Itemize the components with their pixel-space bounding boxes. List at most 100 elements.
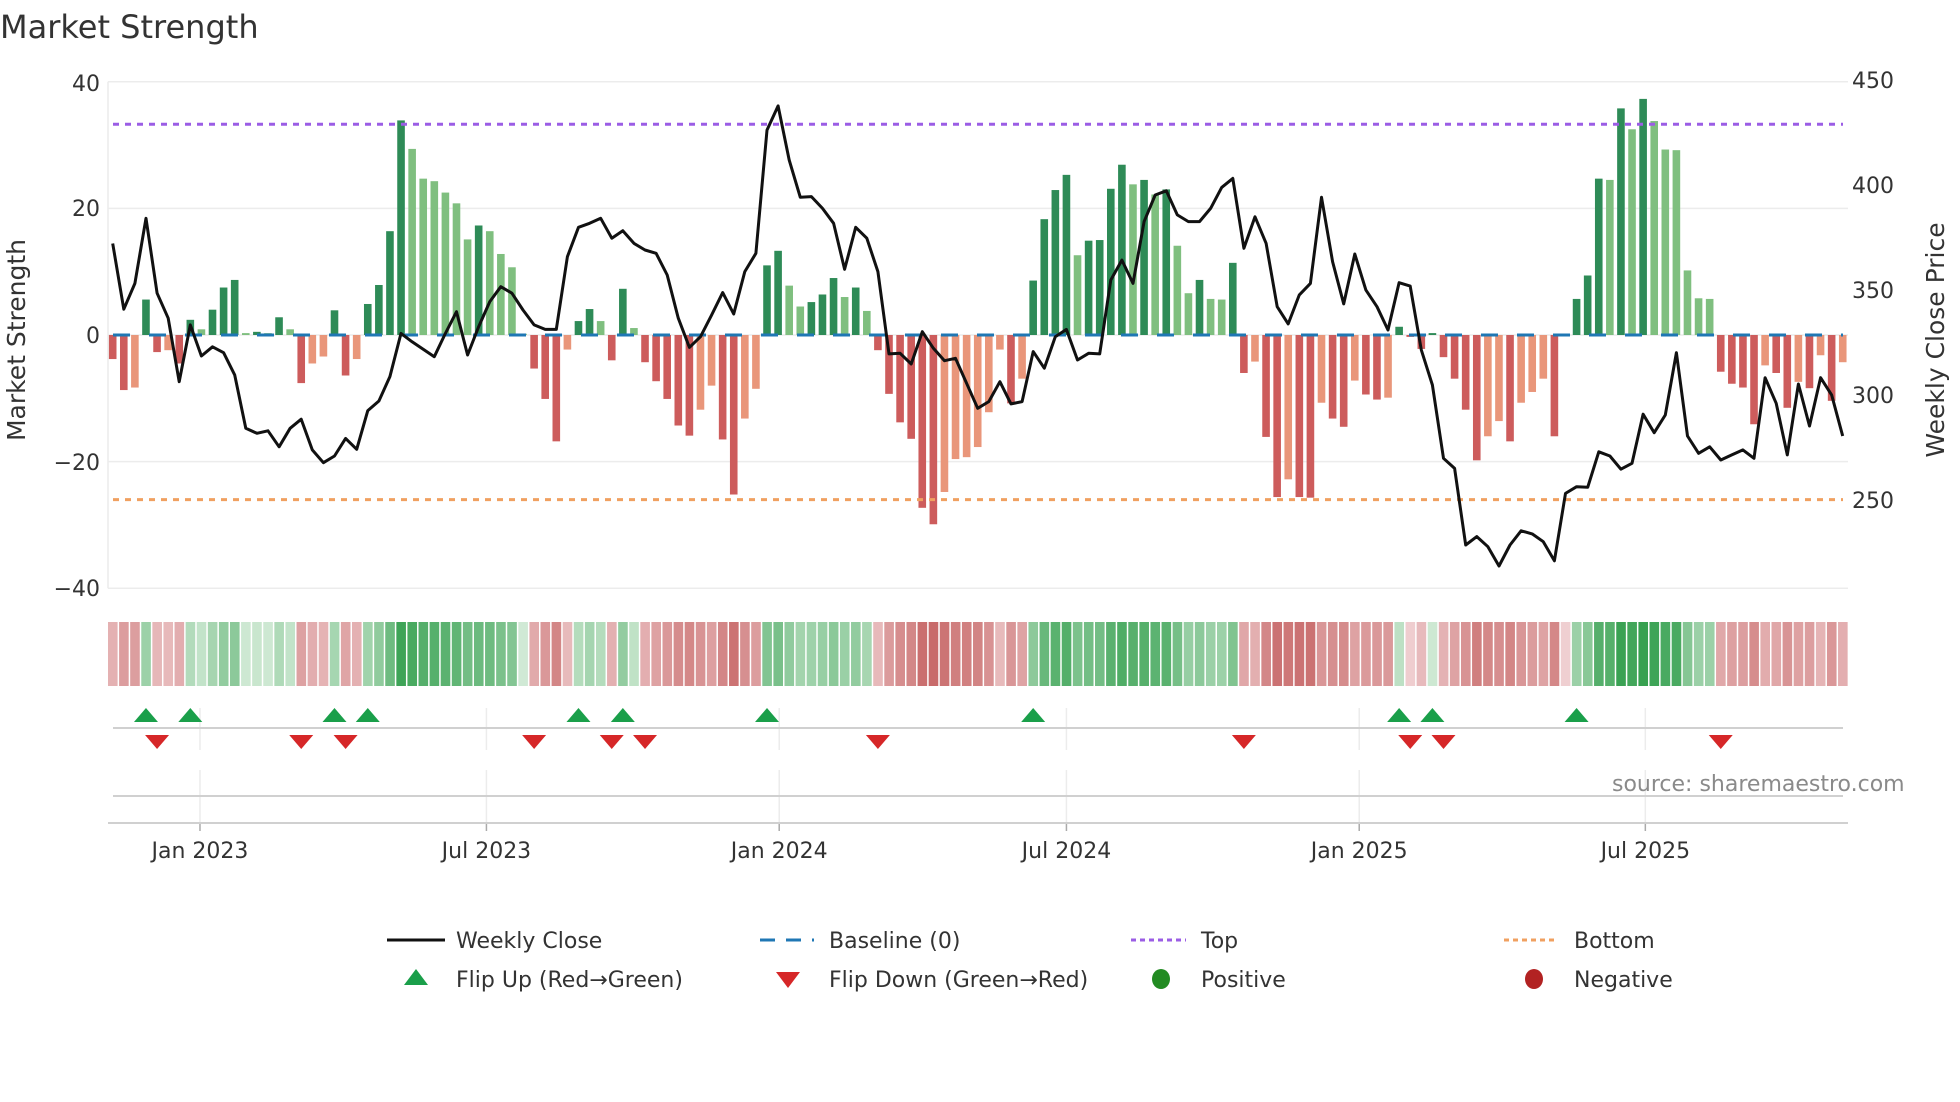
strength-bar bbox=[1705, 298, 1714, 335]
strength-bar bbox=[907, 335, 915, 439]
strength-bar bbox=[874, 335, 882, 351]
heat-strip-cell bbox=[152, 622, 162, 686]
strength-bar bbox=[1273, 335, 1281, 498]
heat-strip-cell bbox=[1571, 622, 1582, 686]
y-tick-label: 40 bbox=[72, 72, 100, 97]
strength-bar bbox=[652, 335, 660, 382]
heat-strip-cell bbox=[995, 622, 1005, 686]
flip-up-marker bbox=[1420, 708, 1445, 722]
y-axis-label: Market Strength bbox=[2, 239, 31, 441]
heat-strip-cell bbox=[1460, 622, 1471, 686]
right-y-axis: 450 400 350 300 250 bbox=[1852, 69, 1894, 514]
heat-strip-cell bbox=[340, 622, 351, 686]
strength-bar bbox=[840, 297, 849, 335]
legend-item-flip-up: Flip Up (Red→Green) bbox=[404, 968, 683, 993]
heat-strip-cell bbox=[729, 622, 739, 686]
heat-strip-cell bbox=[529, 622, 540, 686]
heat-strip-cell bbox=[1228, 622, 1238, 686]
flip-down-marker bbox=[865, 735, 890, 749]
strength-bars bbox=[108, 98, 1847, 525]
heat-strip-cell bbox=[1316, 622, 1327, 686]
strength-bar bbox=[1395, 326, 1403, 335]
heat-strip-cell bbox=[351, 622, 362, 686]
heat-strip-cell bbox=[584, 622, 595, 686]
strength-bar bbox=[1051, 190, 1060, 335]
heat-strip-cell bbox=[507, 622, 517, 686]
strength-bar bbox=[419, 178, 428, 335]
strength-bar bbox=[286, 329, 294, 335]
strength-bar bbox=[1805, 335, 1814, 389]
flip-up-marker bbox=[1387, 708, 1412, 722]
strength-bar bbox=[463, 239, 472, 335]
heat-strip-cell bbox=[329, 622, 340, 686]
flip-down-marker bbox=[1231, 735, 1256, 749]
legend-label: Flip Up (Red→Green) bbox=[456, 968, 683, 993]
heat-strip-cell bbox=[462, 622, 473, 686]
strength-bar bbox=[707, 335, 716, 386]
strength-bar bbox=[1306, 335, 1315, 498]
heat-strip-cell bbox=[1749, 622, 1759, 686]
heat-strip-cell bbox=[108, 622, 118, 686]
x-tick-label: Jan 2025 bbox=[1309, 839, 1408, 864]
strength-bar bbox=[741, 335, 749, 419]
left-y-axis: 40 20 0 −20 −40 bbox=[54, 72, 100, 602]
heat-strip-cell bbox=[1472, 622, 1482, 686]
strength-bar bbox=[1694, 298, 1703, 335]
heat-strip-cell bbox=[950, 622, 961, 686]
strength-bar bbox=[1761, 335, 1769, 366]
heat-strip-cell bbox=[573, 622, 584, 686]
heat-strip-cell bbox=[1250, 622, 1260, 686]
strength-bar bbox=[940, 335, 949, 492]
heat-strip-cell bbox=[1594, 622, 1604, 686]
strength-bar bbox=[1251, 335, 1259, 362]
heat-strip-cell bbox=[1582, 622, 1593, 686]
legend-label: Top bbox=[1200, 929, 1238, 954]
strength-bar bbox=[1007, 335, 1015, 404]
heat-strip-cell bbox=[1416, 622, 1427, 686]
heat-strip-cell bbox=[407, 622, 418, 686]
heat-strip-cell bbox=[174, 622, 185, 686]
strength-bar bbox=[375, 284, 383, 335]
x-tick-label: Jul 2025 bbox=[1599, 839, 1691, 864]
strength-bar bbox=[918, 335, 927, 508]
strength-bar bbox=[630, 328, 638, 335]
strength-bar bbox=[1728, 335, 1736, 384]
heat-strip-cell bbox=[1394, 622, 1405, 686]
heat-strip-cell bbox=[1804, 622, 1815, 686]
strength-bar bbox=[1617, 108, 1625, 335]
strength-bar bbox=[474, 225, 483, 335]
heat-strip-cell bbox=[1006, 622, 1016, 686]
heat-strip-cell bbox=[1361, 622, 1371, 686]
heat-strip-cell bbox=[252, 622, 262, 686]
strength-bar bbox=[563, 335, 572, 350]
legend-label: Bottom bbox=[1574, 929, 1655, 954]
heat-strip-cell bbox=[1139, 622, 1149, 686]
strength-bar bbox=[663, 335, 671, 399]
heat-strip-cell bbox=[130, 622, 140, 686]
strength-bar bbox=[208, 309, 217, 335]
strength-bar bbox=[1672, 150, 1681, 335]
strength-bar bbox=[175, 335, 184, 364]
heat-strip-cell bbox=[1405, 622, 1416, 686]
heat-strip-cell bbox=[1505, 622, 1515, 686]
strength-bar bbox=[1495, 335, 1503, 422]
heat-strip-cell bbox=[1815, 622, 1826, 686]
heat-strip-cell bbox=[1838, 622, 1848, 686]
flip-up-marker bbox=[355, 708, 380, 722]
heat-strip-cell bbox=[307, 622, 318, 686]
heat-strip-cell bbox=[928, 622, 939, 686]
strength-bar bbox=[951, 335, 960, 460]
flip-up-marker bbox=[610, 708, 635, 722]
heat-strip-cell bbox=[1106, 622, 1116, 686]
heat-strip-cell bbox=[363, 622, 373, 686]
strength-bar bbox=[1240, 335, 1248, 373]
heat-strip-cell bbox=[163, 622, 174, 686]
strength-bar bbox=[530, 335, 538, 369]
flip-markers bbox=[133, 708, 1733, 749]
y-tick-label: 0 bbox=[86, 324, 100, 349]
strength-bar bbox=[219, 287, 228, 335]
y-tick-label: −20 bbox=[54, 451, 100, 476]
heat-strip-cell bbox=[1693, 622, 1704, 686]
strength-bar bbox=[397, 120, 405, 336]
strength-bar bbox=[807, 302, 816, 335]
